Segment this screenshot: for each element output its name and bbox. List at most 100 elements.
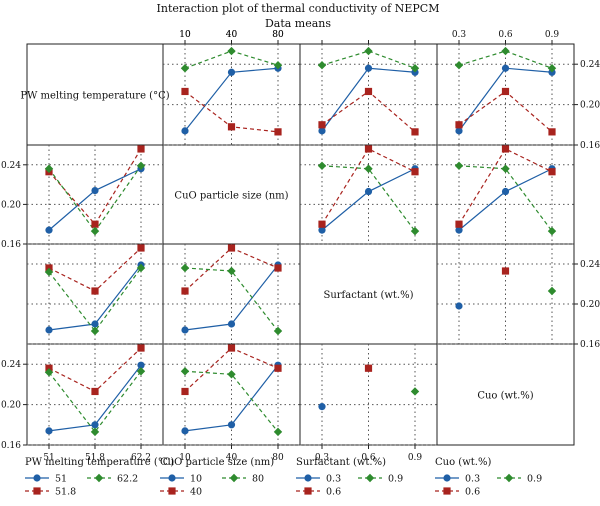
data-point: [501, 46, 510, 56]
data-point: [547, 286, 557, 296]
y-tick-label-right: 0.16: [580, 340, 600, 350]
factor-label-surf: Surfactant (wt.%): [323, 290, 413, 301]
data-point: [227, 46, 236, 56]
data-point: [90, 226, 100, 236]
data-point: [455, 220, 463, 228]
legend-marker: [304, 474, 312, 482]
factor-label-cuo: Cuo (wt.%): [477, 391, 533, 402]
x-tick-label-top: 10: [179, 30, 191, 40]
data-point: [180, 263, 190, 273]
data-point: [317, 161, 327, 170]
data-point: [227, 370, 236, 379]
data-point: [136, 367, 146, 376]
data-point: [227, 320, 236, 328]
data-point: [411, 168, 419, 176]
data-point: [273, 61, 283, 70]
data-point: [227, 266, 236, 276]
data-point: [501, 87, 510, 96]
series-line-1-3-1: [458, 148, 553, 225]
legend-entry: 80: [252, 474, 264, 485]
data-point: [410, 64, 420, 73]
data-point: [227, 244, 236, 252]
legend-marker: [33, 487, 41, 495]
x-tick-label-bottom: 0.3: [315, 453, 330, 463]
data-point: [137, 361, 145, 369]
data-point: [90, 326, 100, 336]
x-tick-label-bottom: 0.9: [408, 453, 423, 463]
data-point: [455, 302, 463, 310]
data-point: [91, 421, 99, 429]
y-tick-label-right: 0.20: [580, 300, 600, 310]
x-tick-label-top: 10: [179, 30, 191, 40]
data-point: [410, 226, 420, 236]
data-point: [454, 161, 464, 170]
data-point: [45, 226, 53, 234]
data-point: [273, 427, 283, 437]
data-point: [455, 121, 463, 129]
series-line-0-2-2: [321, 50, 416, 69]
legend-marker: [168, 474, 176, 482]
x-tick-label-top: 0.9: [545, 30, 560, 40]
legend-entry: 62.2: [117, 474, 138, 485]
data-point: [137, 344, 145, 352]
x-tick-label-top: 0.3: [452, 30, 467, 40]
series-line-3-1-2: [184, 370, 279, 433]
y-tick-label-right: 0.24: [580, 60, 600, 70]
series-line-1-2-2: [321, 165, 416, 232]
legend-title: CuO particle size (nm): [160, 457, 274, 468]
data-point: [91, 320, 99, 328]
legend-entry: 0.6: [326, 487, 341, 498]
legend-entry: 0.9: [527, 474, 542, 485]
legend-entry: 0.9: [388, 474, 403, 485]
data-point: [137, 145, 145, 153]
legend-entry: 0.6: [465, 487, 480, 498]
data-point: [364, 364, 373, 372]
data-point: [227, 344, 236, 352]
y-tick-label-left: 0.20: [1, 401, 21, 411]
series-line-2-0-2: [48, 267, 142, 332]
legend-entry: 0.3: [326, 474, 341, 485]
data-point: [318, 127, 326, 135]
data-point: [318, 226, 326, 234]
data-point: [455, 226, 463, 234]
data-point: [180, 367, 190, 376]
data-point: [180, 64, 190, 73]
data-point: [90, 427, 100, 437]
x-tick-label-bottom: 10: [179, 453, 191, 463]
data-point: [548, 128, 556, 136]
data-point: [181, 127, 189, 135]
x-tick-label-top: 80: [272, 30, 284, 40]
data-point: [227, 421, 236, 429]
y-tick-label-right: 0.16: [580, 141, 600, 151]
series-line-0-3-2: [458, 50, 553, 69]
data-point: [364, 164, 373, 173]
y-tick-label-left: 0.16: [1, 441, 21, 451]
data-point: [455, 127, 463, 135]
data-point: [181, 326, 189, 334]
x-tick-label-bottom: 51: [43, 453, 54, 463]
legend-title: Cuo (wt.%): [435, 457, 491, 468]
data-point: [274, 364, 282, 372]
legend-entry: 10: [190, 474, 202, 485]
data-point: [227, 68, 236, 76]
legend-entry: 0.3: [465, 474, 480, 485]
legend-title: PW melting temperature (°C): [25, 457, 174, 468]
data-point: [318, 403, 326, 411]
legend-marker: [365, 473, 375, 483]
data-point: [91, 186, 99, 195]
data-point: [44, 368, 54, 377]
diagonal-labels: PW melting temperature (°C) CuO particle …: [20, 91, 533, 402]
data-point: [91, 387, 99, 396]
data-point: [274, 264, 282, 272]
legend-entry: 51: [55, 474, 67, 485]
axis-ticks: 10 40 80 0.3 0.6 0.9 51 51.8 62.2 0.3 0.6 0.9 10 40 80…: [1, 30, 600, 463]
data-point: [501, 164, 510, 173]
factor-label-pw: PW melting temperature (°C): [20, 91, 169, 102]
data-point: [364, 46, 373, 56]
series-line-1-2-1: [321, 148, 416, 225]
data-point: [364, 187, 373, 196]
legend-marker: [33, 474, 41, 482]
data-point: [274, 128, 282, 136]
y-tick-label-left: 0.16: [1, 240, 21, 250]
factor-label-cuo_size: CuO particle size (nm): [174, 191, 288, 202]
